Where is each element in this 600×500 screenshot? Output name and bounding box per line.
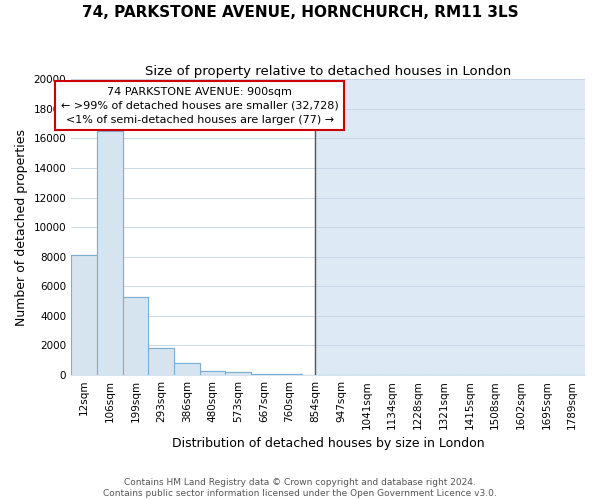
Title: Size of property relative to detached houses in London: Size of property relative to detached ho… (145, 65, 511, 78)
Bar (71, 79, 315, 375)
Bar (315, 79, 585, 375)
Y-axis label: Number of detached properties: Number of detached properties (15, 128, 28, 326)
X-axis label: Distribution of detached houses by size in London: Distribution of detached houses by size … (172, 437, 484, 450)
Text: 74 PARKSTONE AVENUE: 900sqm
← >99% of detached houses are smaller (32,728)
<1% o: 74 PARKSTONE AVENUE: 900sqm ← >99% of de… (61, 86, 338, 124)
Text: Contains HM Land Registry data © Crown copyright and database right 2024.
Contai: Contains HM Land Registry data © Crown c… (103, 478, 497, 498)
Text: 74, PARKSTONE AVENUE, HORNCHURCH, RM11 3LS: 74, PARKSTONE AVENUE, HORNCHURCH, RM11 3… (82, 5, 518, 20)
